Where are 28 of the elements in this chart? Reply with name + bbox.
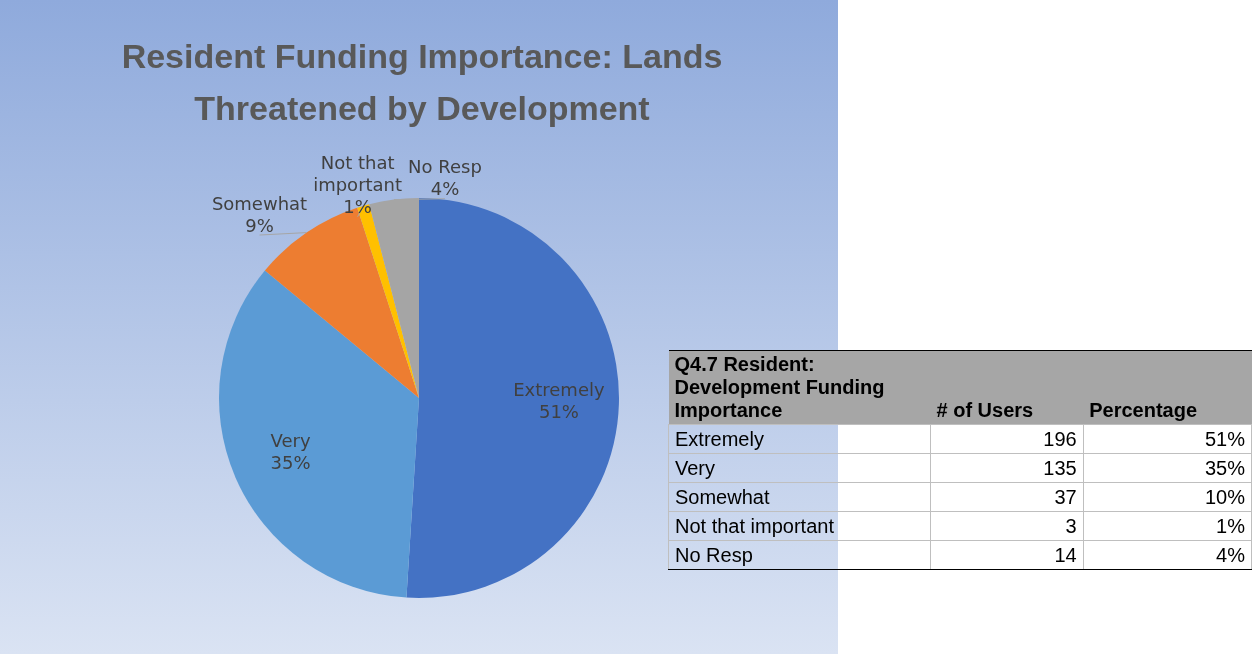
data-label: 9% [245, 214, 274, 236]
slice-label: Extremely [513, 379, 605, 401]
data-label: 35% [1083, 453, 1252, 483]
chart-title: Resident Funding Importance: Lands Threatened by Development [120, 36, 724, 129]
data-label: 51% [538, 401, 579, 423]
data-label: 14 [930, 540, 1084, 570]
data-label: 3 [930, 511, 1084, 541]
category-label: Not that important [668, 511, 931, 541]
category-label: Somewhat [668, 482, 931, 512]
text: Q4.7 Resident: Development Funding Importance [668, 350, 931, 425]
slice-label: Not that important [313, 152, 403, 196]
text: # of Users [930, 350, 1084, 425]
data-label: 35% [270, 452, 311, 474]
data-label: 196 [930, 424, 1084, 454]
data-label: 10% [1083, 482, 1252, 512]
data-label: 4% [1083, 540, 1252, 570]
data-label: 51% [1083, 424, 1252, 454]
category-label: No Resp [668, 540, 931, 570]
category-label: Extremely [668, 424, 931, 454]
data-label: 1% [1083, 511, 1252, 541]
category-label: Very [668, 453, 931, 483]
text: Percentage [1083, 350, 1252, 425]
data-label: 4% [430, 178, 460, 200]
data-label: 37 [930, 482, 1084, 512]
slice-label: Somewhat [211, 192, 308, 214]
slice-label: Very [270, 430, 311, 452]
slice-label: No Resp [408, 156, 482, 178]
data-label: 135 [930, 453, 1084, 483]
